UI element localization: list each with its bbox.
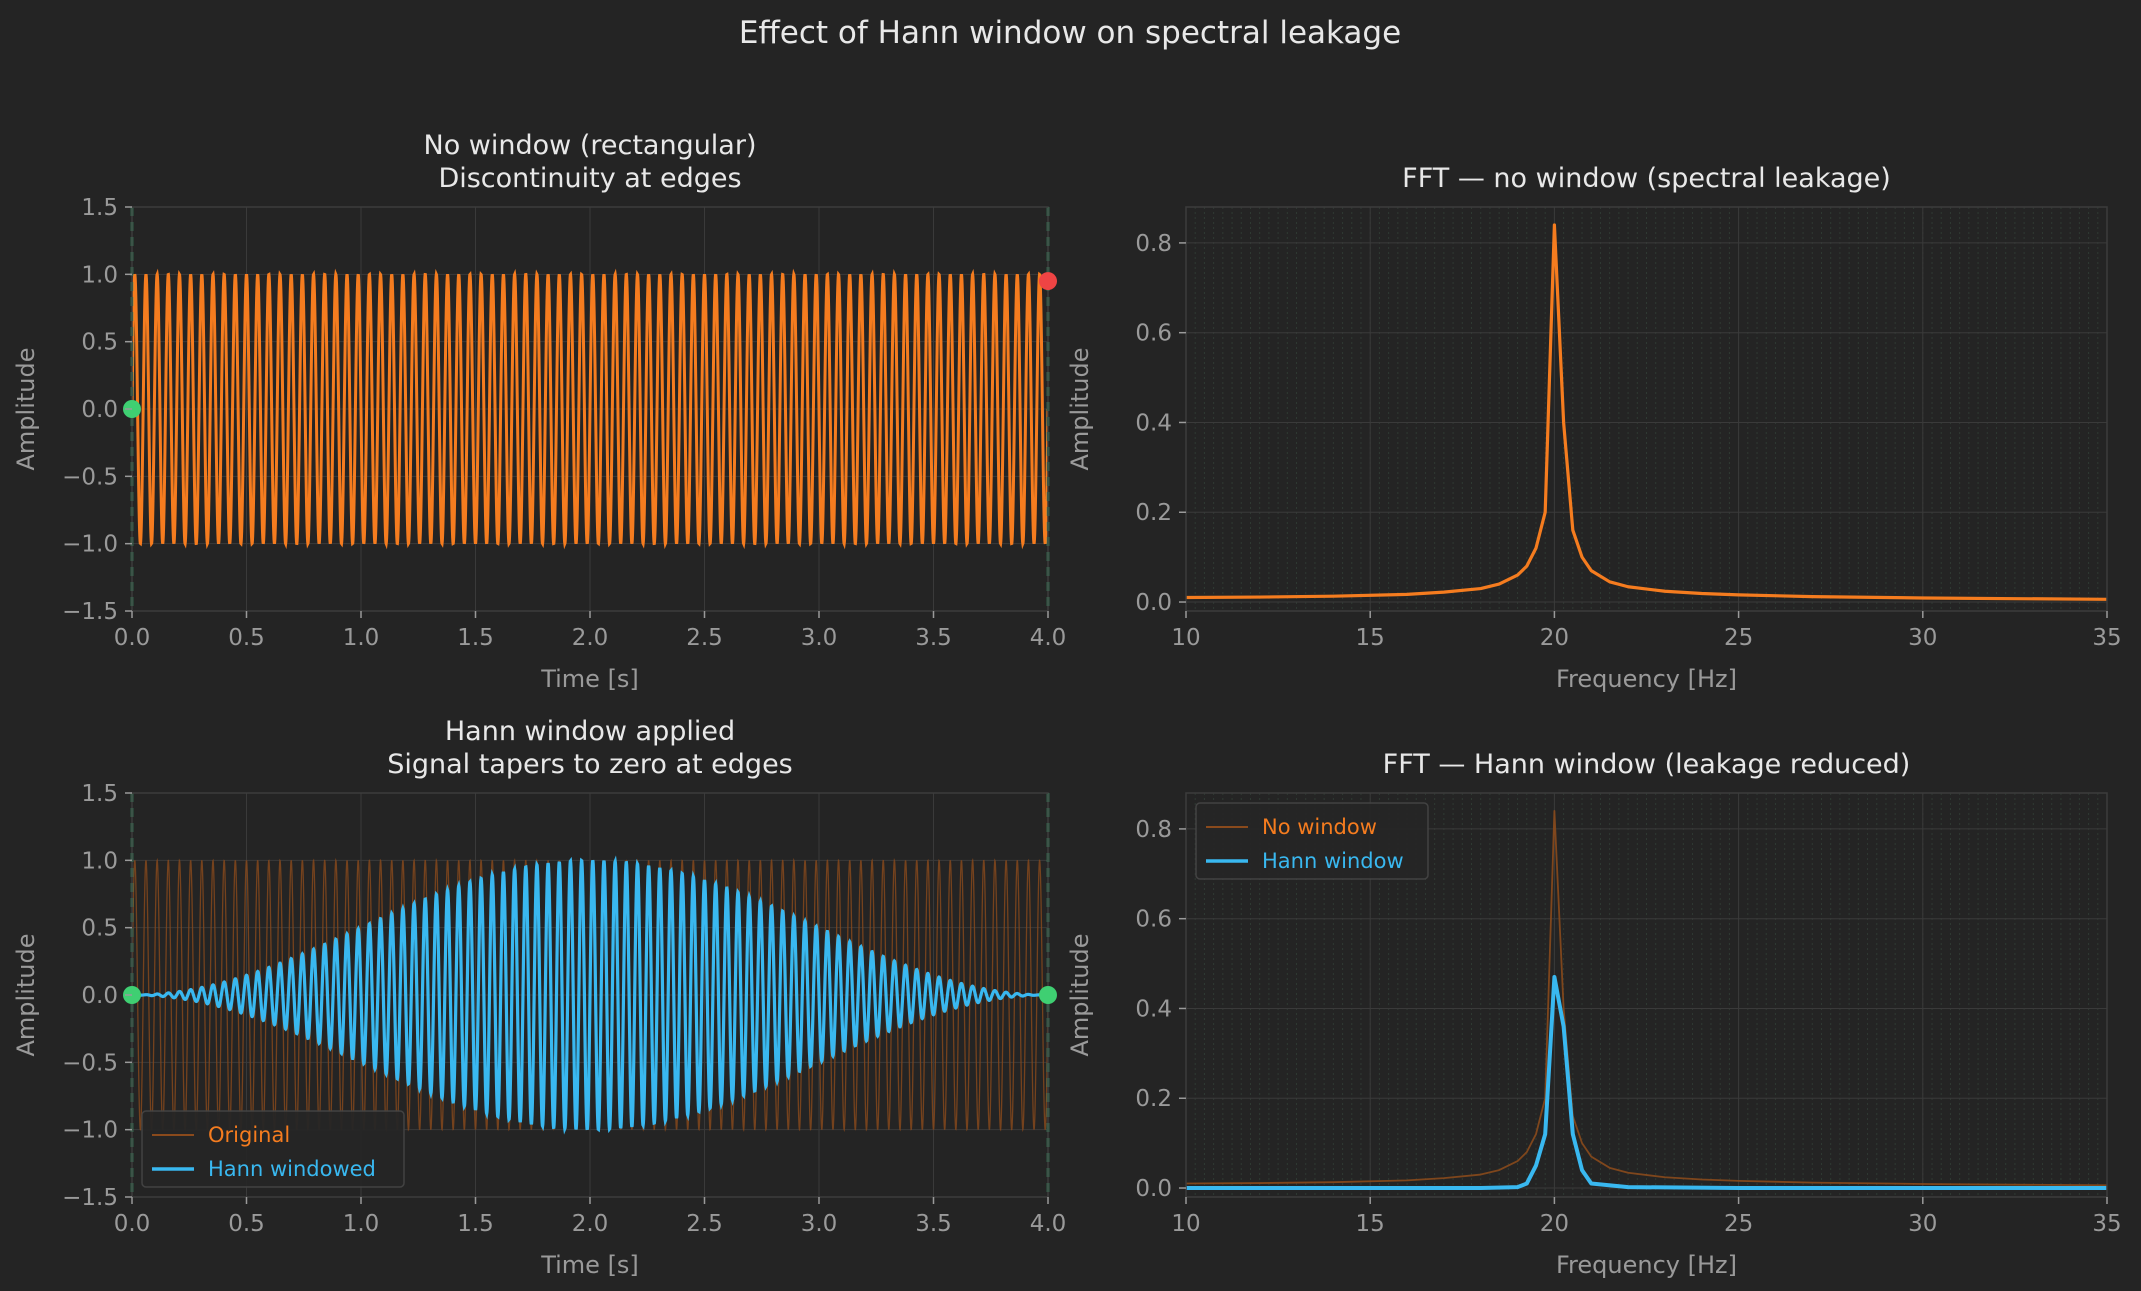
panel-title-line: No window (rectangular) <box>424 130 757 161</box>
y-tick-label: 1.5 <box>81 781 118 807</box>
x-axis-label: Time [s] <box>540 1251 639 1279</box>
x-tick-label: 0.0 <box>114 1211 151 1237</box>
x-tick-label: 30 <box>1908 625 1937 651</box>
x-axis-label: Frequency [Hz] <box>1556 665 1737 693</box>
y-axis-label: Amplitude <box>12 348 40 471</box>
plot-area <box>132 268 1048 550</box>
x-tick-label: 1.0 <box>343 1211 380 1237</box>
x-tick-label: 1.5 <box>457 1211 494 1237</box>
x-tick-label: 35 <box>2092 1211 2121 1237</box>
y-tick-label: 0.6 <box>1135 907 1172 933</box>
figure-suptitle: Effect of Hann window on spectral leakag… <box>739 15 1401 51</box>
x-tick-label: 1.0 <box>343 625 380 651</box>
y-tick-label: −1.5 <box>62 599 118 625</box>
panel-time-hann: 0.0 0.5 1.0 1.5 2.0 2.5 3.0 3.5 4.0 −1.5 −1.0 −0.5 0… <box>12 716 1066 1279</box>
legend-entry-label: Original <box>208 1123 290 1147</box>
x-tick-label: 20 <box>1540 1211 1569 1237</box>
grid <box>1185 793 2108 1197</box>
panel-fft-rect: 10 15 20 25 30 35 0.0 0.2 0.4 0.6 0.8 Frequency [Hz… <box>1066 163 2122 693</box>
y-tick-label: 1.0 <box>81 848 118 874</box>
x-tick-label: 10 <box>1171 625 1200 651</box>
plot-area <box>1186 810 2107 1191</box>
x-tick-label: 35 <box>2092 625 2121 651</box>
series-line-signal <box>132 268 1048 550</box>
y-tick-label: 0.5 <box>81 330 118 356</box>
series-line-spectrum <box>1186 223 2107 601</box>
series-line-hann-windowed <box>132 855 1048 1135</box>
legend-entry-label: Hann window <box>1262 849 1404 873</box>
x-tick-label: 4.0 <box>1030 625 1067 651</box>
x-tick-label: 0.5 <box>228 1211 265 1237</box>
x-tick-label: 2.5 <box>686 1211 723 1237</box>
panel-title-line: Hann window applied <box>445 716 735 747</box>
y-tick-label: 0.5 <box>81 916 118 942</box>
legend: No window Hann window <box>1195 802 1429 880</box>
panel-title-line: Signal tapers to zero at edges <box>387 749 793 780</box>
legend-entry-label: No window <box>1262 815 1377 839</box>
edge-marker-green <box>1039 986 1057 1004</box>
y-tick-label: −1.0 <box>62 1118 118 1144</box>
series-line-hann-window <box>1186 975 2107 1191</box>
y-tick-label: 0.2 <box>1135 500 1172 526</box>
axes-frame <box>1185 792 2108 1198</box>
y-tick-label: 0.4 <box>1135 410 1172 436</box>
y-tick-label: 0.6 <box>1135 321 1172 347</box>
y-tick-label: 0.0 <box>1135 590 1172 616</box>
x-tick-label: 0.0 <box>114 625 151 651</box>
y-axis-label: Amplitude <box>1066 348 1094 471</box>
legend-box <box>1195 802 1429 880</box>
panel-title-line: FFT — no window (spectral leakage) <box>1402 163 1891 194</box>
x-tick-label: 3.5 <box>915 1211 952 1237</box>
y-axis-label: Amplitude <box>12 934 40 1057</box>
y-tick-label: −1.5 <box>62 1185 118 1211</box>
panel-title-line: Discontinuity at edges <box>438 163 741 194</box>
y-tick-label: −0.5 <box>62 464 118 490</box>
x-tick-label: 15 <box>1356 1211 1385 1237</box>
y-axis-label: Amplitude <box>1066 934 1094 1057</box>
y-tick-label: 0.0 <box>81 983 118 1009</box>
x-tick-label: 30 <box>1908 1211 1937 1237</box>
panel-title-line: FFT — Hann window (leakage reduced) <box>1383 749 1911 780</box>
y-tick-label: −0.5 <box>62 1050 118 1076</box>
y-tick-label: −1.0 <box>62 532 118 558</box>
x-tick-label: 2.0 <box>572 1211 609 1237</box>
panel-time-rect: 0.0 0.5 1.0 1.5 2.0 2.5 3.0 3.5 4.0 −1.5 −1.0 −0.5 0… <box>12 130 1066 693</box>
series-line-no-window <box>1186 810 2107 1187</box>
x-tick-label: 25 <box>1724 625 1753 651</box>
plot-area <box>1186 223 2107 601</box>
x-tick-label: 15 <box>1356 625 1385 651</box>
legend-entry-label: Hann windowed <box>208 1157 376 1181</box>
x-tick-label: 3.5 <box>915 625 952 651</box>
axes-frame <box>1185 206 2108 612</box>
y-tick-label: 1.5 <box>81 195 118 221</box>
x-tick-label: 25 <box>1724 1211 1753 1237</box>
legend: Original Hann windowed <box>141 1110 405 1188</box>
legend-box <box>141 1110 405 1188</box>
x-axis-label: Time [s] <box>540 665 639 693</box>
y-tick-label: 0.2 <box>1135 1086 1172 1112</box>
y-tick-label: 0.4 <box>1135 996 1172 1022</box>
x-tick-label: 4.0 <box>1030 1211 1067 1237</box>
y-tick-label: 1.0 <box>81 262 118 288</box>
y-tick-label: 0.0 <box>81 397 118 423</box>
x-tick-label: 3.0 <box>801 1211 838 1237</box>
y-tick-label: 0.0 <box>1135 1176 1172 1202</box>
y-tick-label: 0.8 <box>1135 817 1172 843</box>
x-tick-label: 2.0 <box>572 625 609 651</box>
x-tick-label: 3.0 <box>801 625 838 651</box>
x-tick-label: 10 <box>1171 1211 1200 1237</box>
panel-fft-hann: 10 15 20 25 30 35 0.0 0.2 0.4 0.6 0.8 Frequency [Hz… <box>1066 749 2122 1279</box>
x-axis-label: Frequency [Hz] <box>1556 1251 1737 1279</box>
y-tick-label: 0.8 <box>1135 231 1172 257</box>
x-tick-label: 20 <box>1540 625 1569 651</box>
x-tick-label: 2.5 <box>686 625 723 651</box>
x-tick-label: 0.5 <box>228 625 265 651</box>
x-tick-label: 1.5 <box>457 625 494 651</box>
edge-marker-red <box>1039 272 1057 291</box>
